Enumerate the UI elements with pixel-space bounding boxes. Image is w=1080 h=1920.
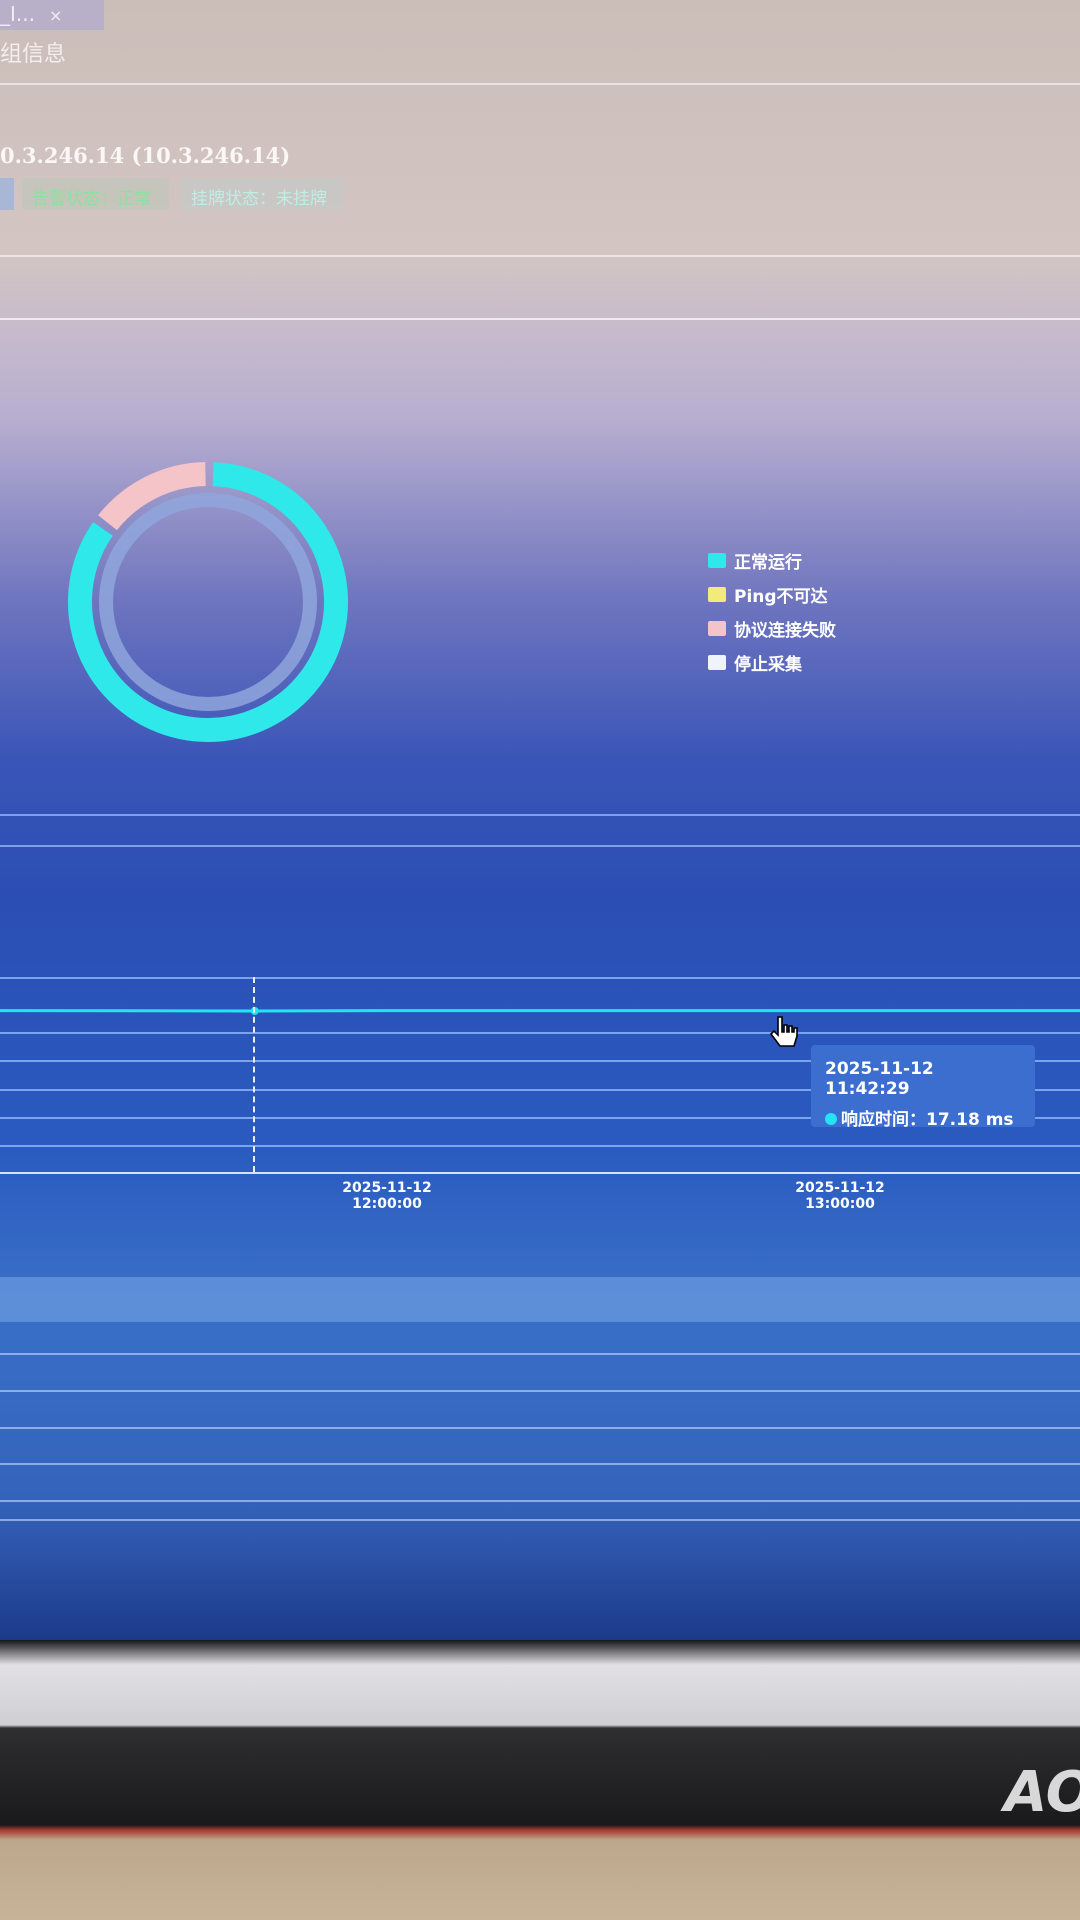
legend-label: 正常运行 xyxy=(734,552,802,573)
device-title: 0.3.246.14 (10.3.246.14) xyxy=(0,143,291,168)
legend-item-stopped[interactable]: 停止采集 xyxy=(708,645,836,679)
gridline xyxy=(0,977,1080,979)
gridline xyxy=(0,1032,1080,1034)
x-tick-time: 12:00:00 xyxy=(352,1196,422,1212)
close-icon[interactable]: × xyxy=(48,6,63,25)
x-tick-label: 2025-11-12 13:00:00 xyxy=(780,1180,900,1212)
table-header xyxy=(0,1277,1080,1322)
panel-border xyxy=(0,318,1080,320)
gridline xyxy=(0,1145,1080,1147)
table-row-line xyxy=(0,1353,1080,1355)
legend-swatch xyxy=(708,586,726,602)
table-row-line xyxy=(0,1463,1080,1465)
donut-slice[interactable] xyxy=(98,462,207,531)
tooltip-time: 2025-11-12 11:42:29 xyxy=(825,1059,934,1099)
legend-swatch xyxy=(708,654,726,670)
divider xyxy=(0,255,1080,257)
gridline xyxy=(0,1089,1080,1091)
x-tick-date: 2025-11-12 xyxy=(795,1180,885,1196)
legend-swatch xyxy=(708,620,726,636)
divider xyxy=(0,845,1080,847)
gridline xyxy=(0,1060,1080,1062)
status-donut xyxy=(68,462,348,742)
monitor-bezel xyxy=(0,1640,1080,1920)
legend-item-protocol-fail[interactable]: 协议连接失败 xyxy=(708,611,836,645)
hand-cursor-icon xyxy=(770,1016,798,1047)
table-row-line xyxy=(0,1390,1080,1392)
x-tick-time: 13:00:00 xyxy=(805,1196,875,1212)
hover-crosshair xyxy=(253,977,255,1172)
divider xyxy=(0,814,1080,816)
status-chip xyxy=(0,178,14,210)
legend-label: Ping不可达 xyxy=(734,586,828,607)
series-dot-icon xyxy=(825,1113,837,1125)
table-row-line xyxy=(0,1427,1080,1429)
chart-tooltip: 2025-11-12 11:42:29 响应时间：17.18 ms xyxy=(811,1045,1035,1130)
x-tick-label: 2025-11-12 12:00:00 xyxy=(327,1180,447,1212)
x-tick-date: 2025-11-12 xyxy=(342,1180,432,1196)
x-axis xyxy=(0,1172,1080,1174)
table-row-line xyxy=(0,1500,1080,1502)
divider xyxy=(0,83,1080,85)
inner-ring xyxy=(99,493,317,711)
alarm-status-badge: 告警状态：正常 xyxy=(22,178,169,210)
monitor-logo: AO xyxy=(1004,1760,1080,1825)
donut-legend: 正常运行 Ping不可达 协议连接失败 停止采集 xyxy=(708,543,836,679)
legend-item-ping[interactable]: Ping不可达 xyxy=(708,577,836,611)
monitor-screen: _I... × 组信息 0.3.246.14 (10.3.246.14) 告警状态… xyxy=(0,0,1080,1640)
legend-label: 协议连接失败 xyxy=(734,620,836,641)
tab[interactable]: _I... × xyxy=(0,0,104,30)
tag-status-badge: 挂牌状态：未挂牌 xyxy=(181,178,343,210)
legend-swatch xyxy=(708,552,726,568)
tab-label: _I... xyxy=(0,2,35,26)
tooltip-value: 响应时间：17.18 ms xyxy=(841,1110,1014,1130)
legend-label: 停止采集 xyxy=(734,654,802,675)
legend-item-normal[interactable]: 正常运行 xyxy=(708,543,836,577)
gridline xyxy=(0,1117,1080,1119)
table-row-line xyxy=(0,1519,1080,1521)
donut-slice[interactable] xyxy=(68,462,348,742)
section-title: 组信息 xyxy=(0,42,67,67)
